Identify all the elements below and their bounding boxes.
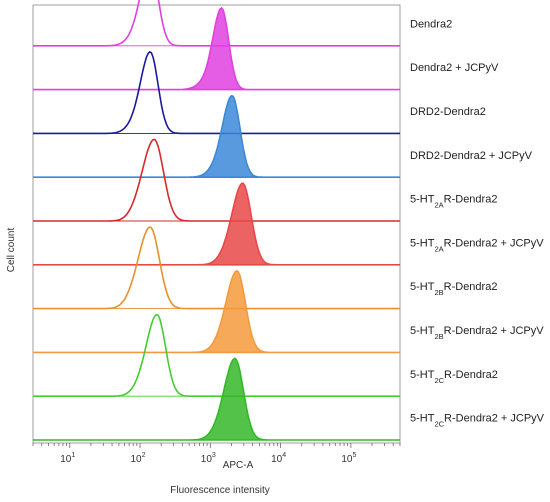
series-3-label: DRD2-Dendra2 [410,106,486,118]
x-tick-label: 104 [271,452,286,465]
series-labels: Dendra2 Dendra2 + JCPyV DRD2-Dendra2 DRD2-D… [410,18,545,428]
series-7-label: 5-HT2BR-Dendra2 [410,281,497,297]
x-tick-label: 103 [201,452,216,465]
series-4-label: DRD2-Dendra2 + JCPyV [410,150,533,162]
series-10-histogram [33,357,400,441]
series-2-filled-peak [33,6,400,91]
x-tick-label: 105 [341,452,356,465]
series-4-histogram [33,94,400,178]
series-6-histogram [33,182,400,266]
series-7-histogram [33,226,400,310]
series-5-label: 5-HT2AR-Dendra2 [410,194,497,210]
series-3-histogram [33,50,400,135]
x-tick-label: 101 [60,452,75,465]
series-7-outline-peak [33,226,400,310]
x-axis-title: Fluorescence intensity [170,485,270,496]
y-axis-title: Cell count [6,228,17,273]
series-10-label: 5-HT2CR-Dendra2 + JCPyV [410,413,545,429]
series-5-histogram [33,138,400,222]
x-axis: 101 102 103 104 105 [32,443,401,465]
series-3-outline-peak [33,50,400,135]
series-6-filled-peak [33,182,400,266]
series-9-histogram [33,313,400,397]
x-axis-label: APC-A [223,460,254,471]
plot-area [32,0,401,444]
series-4-filled-peak [33,94,400,178]
series-8-histogram [33,269,400,354]
series-9-outline-peak [33,313,400,397]
series-8-label: 5-HT2BR-Dendra2 + JCPyV [410,325,544,341]
series-1-label: Dendra2 [410,18,452,30]
series-6-label: 5-HT2AR-Dendra2 + JCPyV [410,237,544,253]
series-10-filled-peak [33,357,400,441]
series-2-histogram [33,6,400,91]
plot-frame [32,4,401,444]
series-2-label: Dendra2 + JCPyV [410,62,499,74]
series-5-outline-peak [33,138,400,222]
series-8-filled-peak [33,269,400,354]
x-tick-label: 102 [131,452,146,465]
series-9-label: 5-HT2CR-Dendra2 [410,369,498,385]
